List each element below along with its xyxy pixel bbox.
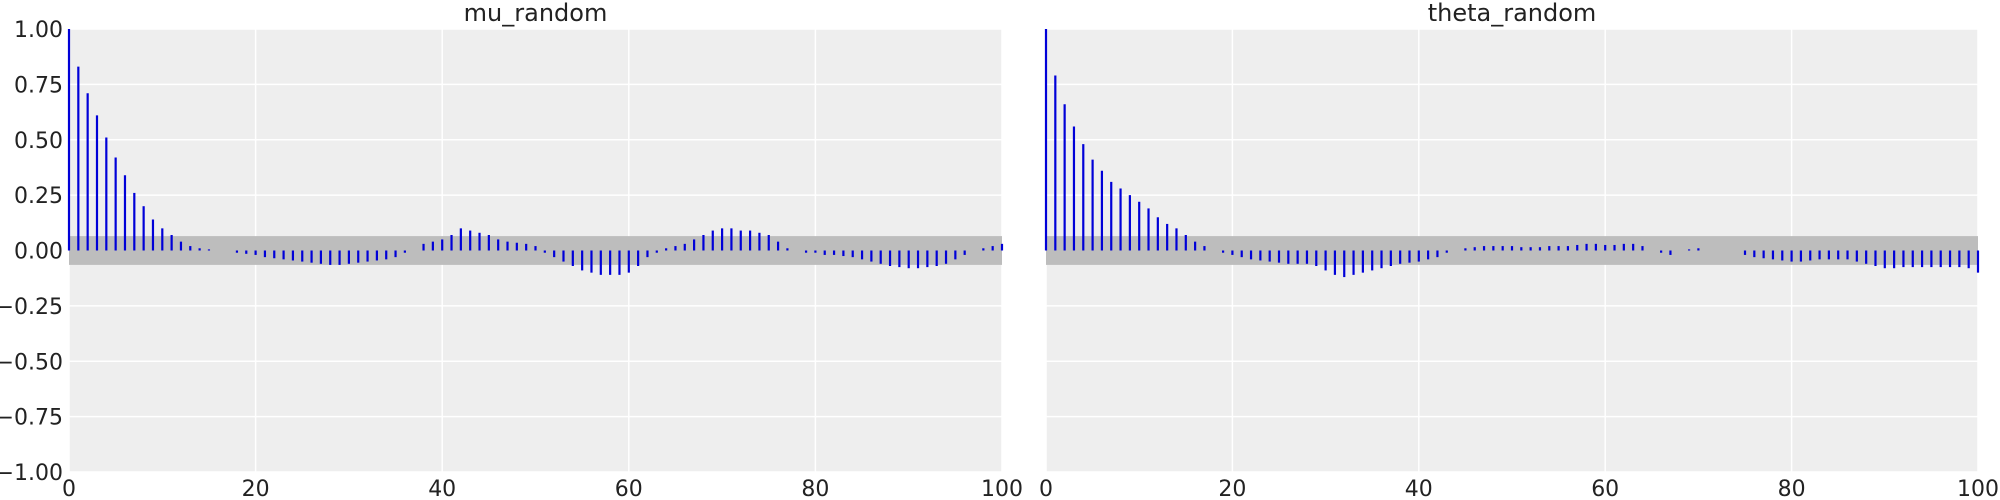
y-tick-label: 0.50 <box>14 129 63 154</box>
y-tick-label: 1.00 <box>14 18 63 43</box>
x-tick-label: 20 <box>1218 477 1246 500</box>
y-tick-label: −1.00 <box>0 461 63 486</box>
x-tick-label: 100 <box>1957 477 1999 500</box>
x-tick-label: 60 <box>615 477 643 500</box>
x-tick-label: 100 <box>981 477 1023 500</box>
x-tick-label: 80 <box>1778 477 1806 500</box>
x-tick-label: 0 <box>62 477 76 500</box>
y-tick-label: 0.00 <box>14 240 63 265</box>
y-tick-label: −0.25 <box>0 295 63 320</box>
y-tick-label: −0.50 <box>0 350 63 375</box>
chart-title: theta_random <box>1428 0 1597 27</box>
x-tick-label: 40 <box>428 477 456 500</box>
x-tick-label: 0 <box>1039 477 1053 500</box>
x-tick-label: 40 <box>1405 477 1433 500</box>
x-tick-label: 80 <box>801 477 829 500</box>
acf-panel-1: theta_random 0 20 40 60 80 100 <box>1039 0 1999 500</box>
x-tick-label: 20 <box>242 477 270 500</box>
y-tick-label: 0.75 <box>14 73 63 98</box>
chart-title: mu_random <box>464 0 608 27</box>
acf-panel-0: mu_random 0 20 40 60 80 100 −1.00 −0.75 −0.50 −0.2… <box>0 0 1023 500</box>
x-tick-label: 60 <box>1591 477 1619 500</box>
y-tick-label: −0.75 <box>0 406 63 431</box>
y-tick-label: 0.25 <box>14 184 63 209</box>
